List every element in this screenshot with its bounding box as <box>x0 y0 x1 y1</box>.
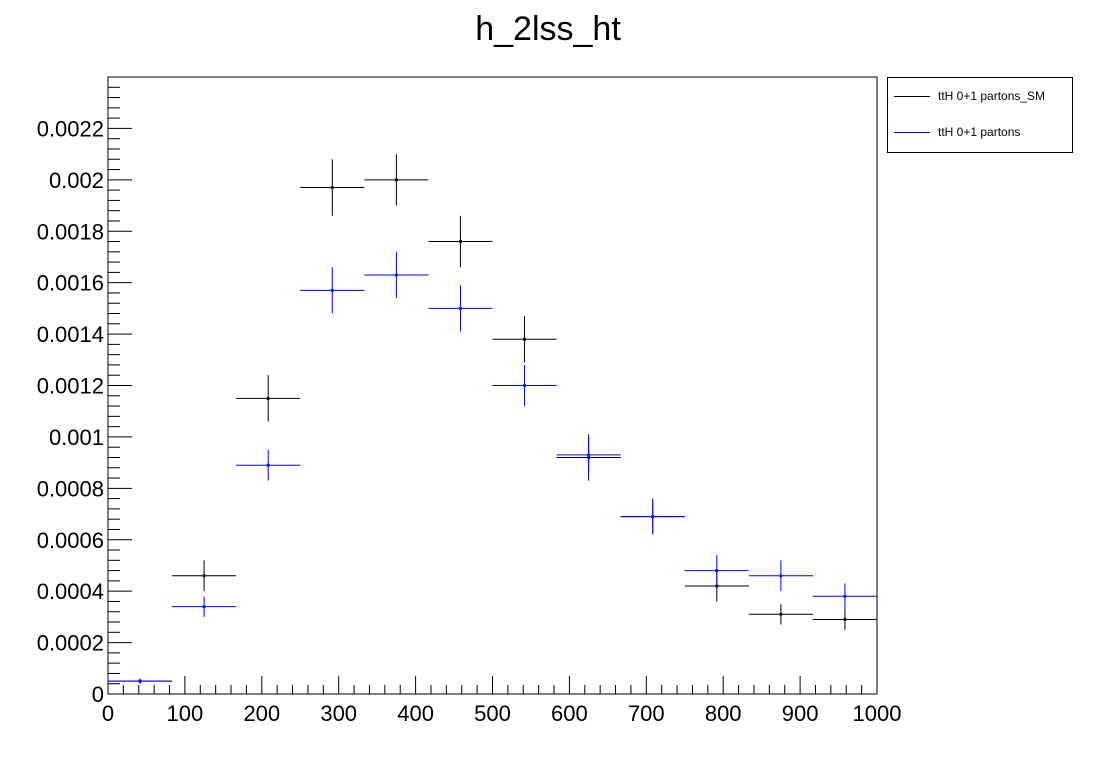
legend: ttH 0+1 partons_SM ttH 0+1 partons <box>887 77 1073 153</box>
series-layer <box>108 154 877 684</box>
x-tick-label: 800 <box>705 701 742 726</box>
x-tick-label: 400 <box>397 701 434 726</box>
legend-label-sm: ttH 0+1 partons_SM <box>938 89 1046 103</box>
data-point <box>779 574 783 578</box>
data-point <box>458 306 463 310</box>
x-tick-label: 700 <box>628 701 665 726</box>
legend-entry-sm: ttH 0+1 partons_SM <box>888 86 1045 106</box>
x-tick-label: 100 <box>167 701 204 726</box>
y-tick-label: 0.0002 <box>37 631 104 656</box>
data-point <box>715 569 719 573</box>
y-tick-label: 0 <box>92 682 104 707</box>
x-tick-label: 900 <box>782 701 819 726</box>
x-tick-label: 200 <box>243 701 280 726</box>
y-tick-label: 0.0022 <box>37 116 104 141</box>
series-1 <box>108 251 877 684</box>
legend-entry-bsm: ttH 0+1 partons <box>888 122 1020 142</box>
legend-line-bsm <box>894 131 930 133</box>
data-point <box>843 617 847 622</box>
y-tick-label: 0.0006 <box>37 528 104 553</box>
y-tick-label: 0.001 <box>49 425 104 450</box>
series-0 <box>108 154 877 684</box>
y-tick-label: 0.0004 <box>37 579 104 604</box>
data-point <box>587 453 591 457</box>
axes-layer: 0 100 200 300 400 500 600 700 800 900 1000 0 0.0002 0… <box>37 76 902 726</box>
y-tick-label: 0.0012 <box>37 374 104 399</box>
data-point <box>779 612 783 616</box>
data-point <box>651 515 655 519</box>
y-tick-label: 0.002 <box>49 168 104 193</box>
data-point <box>394 178 398 182</box>
data-point <box>394 273 398 277</box>
data-point <box>202 574 206 578</box>
x-tick-label: 1000 <box>853 701 902 726</box>
data-point <box>458 239 463 244</box>
y-tick-label: 0.0014 <box>37 322 104 347</box>
data-point <box>330 185 334 190</box>
legend-line-sm <box>894 95 930 97</box>
y-tick-label: 0.0008 <box>37 476 104 501</box>
chart-title: h_2lss_ht <box>475 10 621 48</box>
data-point <box>138 679 142 683</box>
x-tick-label: 500 <box>474 701 511 726</box>
data-point <box>330 288 334 292</box>
data-point <box>266 463 270 467</box>
legend-label-bsm: ttH 0+1 partons <box>938 125 1021 139</box>
data-point <box>522 383 527 388</box>
data-point <box>522 337 527 341</box>
plot-frame <box>107 76 878 695</box>
data-point <box>843 594 847 598</box>
x-tick-label: 600 <box>551 701 588 726</box>
data-point <box>266 396 270 400</box>
x-tick-label: 0 <box>102 701 114 726</box>
y-tick-label: 0.0016 <box>37 271 104 296</box>
y-tick-label: 0.0018 <box>37 219 104 244</box>
x-tick-label: 300 <box>320 701 357 726</box>
data-point <box>202 604 206 609</box>
